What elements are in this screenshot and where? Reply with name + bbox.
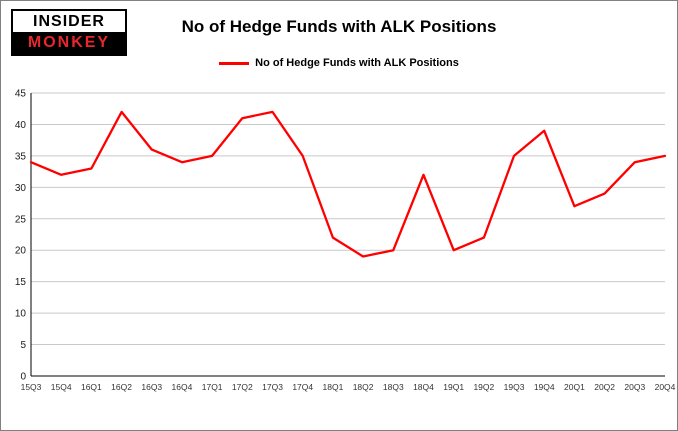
x-axis-label: 18Q3: [383, 382, 404, 392]
x-axis-label: 17Q3: [262, 382, 283, 392]
y-axis-label: 10: [15, 309, 27, 320]
x-axis-label: 18Q2: [353, 382, 374, 392]
legend-label: No of Hedge Funds with ALK Positions: [255, 57, 459, 69]
x-axis-label: 20Q3: [624, 382, 645, 392]
chart-title: No of Hedge Funds with ALK Positions: [181, 17, 497, 36]
x-axis-label: 17Q1: [202, 382, 223, 392]
x-axis-label: 19Q3: [504, 382, 525, 392]
x-axis-label: 20Q4: [655, 382, 676, 392]
y-axis-label: 20: [15, 246, 27, 257]
y-axis-label: 30: [15, 183, 27, 194]
y-axis-label: 0: [20, 372, 26, 383]
x-axis-label: 20Q2: [594, 382, 615, 392]
x-axis-label: 16Q3: [141, 382, 162, 392]
x-axis-label: 15Q4: [51, 382, 72, 392]
legend-line-swatch: [219, 61, 250, 65]
x-axis-label: 19Q4: [534, 382, 555, 392]
x-axis-label: 19Q1: [443, 382, 464, 392]
x-axis-label: 17Q4: [292, 382, 313, 392]
y-axis-label: 35: [15, 151, 27, 162]
y-axis-label: 5: [20, 340, 26, 351]
y-axis-label: 25: [15, 214, 27, 225]
insider-monkey-logo: INSIDER MONKEY: [11, 9, 127, 56]
y-axis-label: 15: [15, 277, 27, 288]
x-axis-label: 17Q2: [232, 382, 253, 392]
x-axis-label: 16Q2: [111, 382, 132, 392]
x-axis-label: 16Q1: [81, 382, 102, 392]
x-axis-label: 18Q4: [413, 382, 434, 392]
y-axis-label: 40: [15, 120, 27, 131]
line-chart: 0 5 10 15 20 25 30 35 40 45 15Q3 15Q4 16Q1 16Q2 16Q3 16…: [15, 89, 676, 393]
x-axis-label: 15Q3: [21, 382, 42, 392]
x-axis-label: 18Q1: [323, 382, 344, 392]
x-axis-label: 16Q4: [172, 382, 193, 392]
x-axis-label: 19Q2: [473, 382, 494, 392]
x-axis-label: 20Q1: [564, 382, 585, 392]
logo-line-insider: INSIDER: [13, 11, 125, 32]
chart-legend: No of Hedge Funds with ALK Positions: [1, 57, 677, 69]
y-axis-label: 45: [15, 89, 27, 100]
series-line: [29, 110, 667, 258]
logo-line-monkey: MONKEY: [13, 32, 125, 54]
